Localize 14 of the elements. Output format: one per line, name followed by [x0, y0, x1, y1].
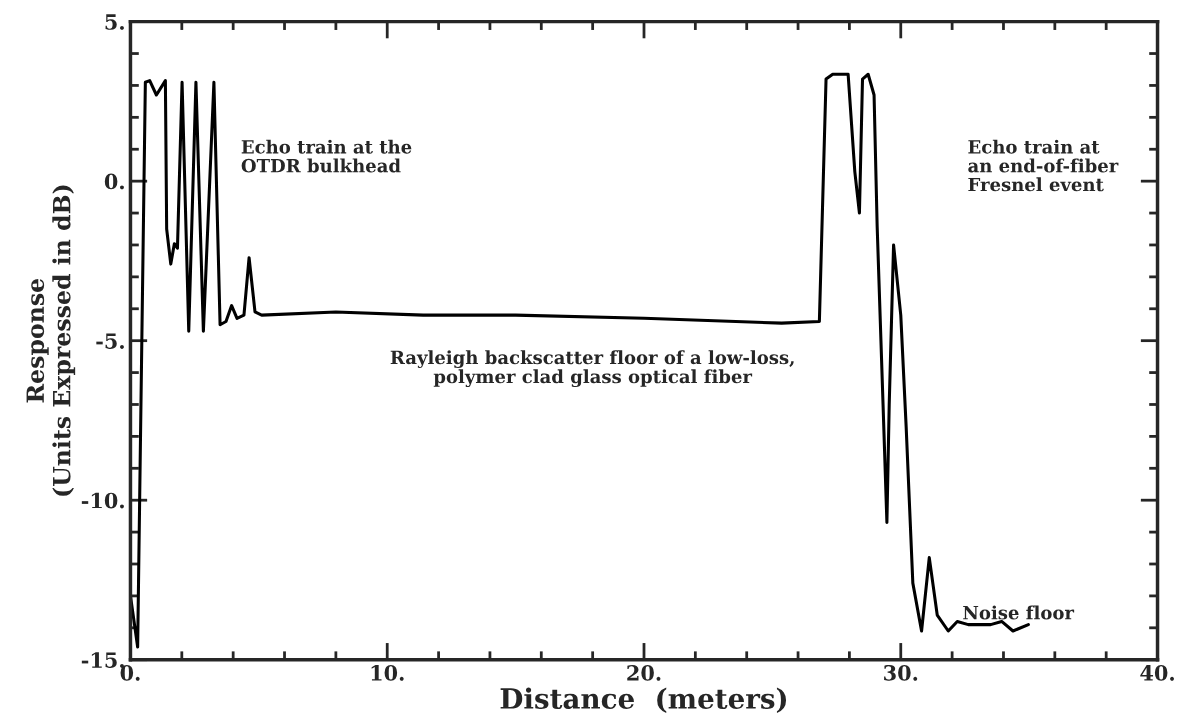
x-tick-label: 20. — [627, 664, 661, 681]
y-axis-title: Response (Units Expressed in dB) — [26, 185, 76, 496]
x-tick-label: 30. — [884, 664, 918, 681]
y-tick-label: 0. — [104, 173, 124, 190]
x-axis-title: Distance (meters) — [500, 687, 787, 713]
y-tick-label: -5. — [96, 333, 124, 349]
annotation: Echo train at an end-of-fiber Fresnel event — [968, 139, 1119, 192]
x-tick-label: 40. — [1140, 664, 1174, 681]
y-tick-label: -10. — [81, 492, 124, 509]
y-tick-label: 5. — [105, 14, 124, 30]
annotation: Echo train at the OTDR bulkhead — [241, 139, 412, 173]
annotation: Noise floor — [963, 605, 1075, 620]
x-tick-label: 10. — [371, 664, 404, 681]
annotation: Rayleigh backscatter floor of a low-loss, polymer clad glass optical fiber — [390, 350, 794, 388]
